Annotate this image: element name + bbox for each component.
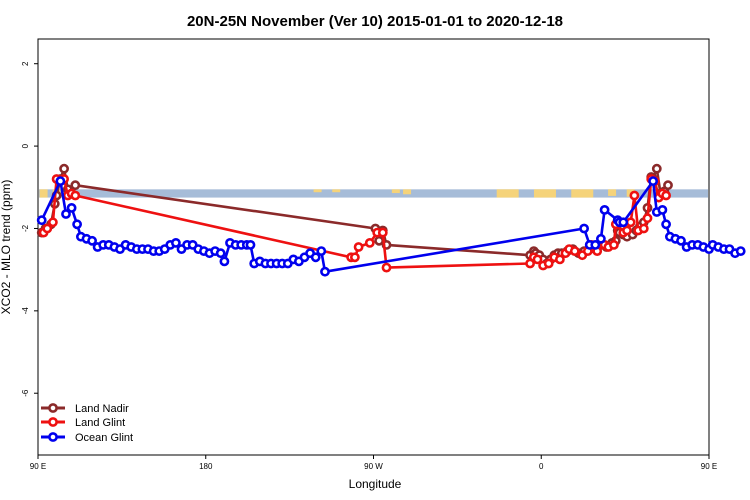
series-layer: [36, 163, 746, 277]
data-point-ocean-glint: [215, 248, 226, 259]
legend-label-ocean-glint: Ocean Glint: [75, 432, 133, 444]
data-point-ocean-glint: [661, 219, 671, 230]
y-tick-label: -2: [21, 224, 30, 232]
data-point-land-glint: [543, 258, 554, 269]
data-point-land-glint: [70, 190, 81, 201]
data-point-land-glint: [622, 225, 632, 236]
data-point-land-glint: [364, 237, 375, 248]
x-tick-label: 0: [539, 462, 544, 471]
data-point-ocean-glint: [245, 239, 256, 250]
legend-item-land-nadir: Land Nadir: [41, 403, 129, 415]
data-point-ocean-glint: [735, 246, 746, 256]
data-point-ocean-glint: [316, 246, 327, 256]
data-point-land-nadir: [663, 180, 673, 191]
y-tick-label: 0: [21, 143, 30, 148]
data-point-ocean-glint: [170, 237, 181, 248]
map-strip-ocean: [39, 189, 708, 198]
data-point-land-glint: [555, 254, 565, 265]
data-point-land-glint: [569, 246, 580, 256]
data-point-land-glint: [349, 252, 360, 263]
data-point-ocean-glint: [36, 215, 47, 226]
data-point-ocean-glint: [310, 252, 321, 263]
data-point-ocean-glint: [320, 266, 330, 277]
data-point-land-glint: [48, 217, 58, 228]
legend: Land Nadir Land Glint Ocean Glint: [41, 403, 133, 444]
data-point-ocean-glint: [618, 217, 629, 228]
data-point-land-glint: [377, 227, 388, 238]
data-point-ocean-glint: [72, 219, 82, 230]
data-point-land-glint: [353, 242, 364, 252]
map-strip-land: [332, 189, 341, 193]
data-point-ocean-glint: [66, 202, 77, 213]
y-tick-label: 2: [21, 61, 30, 66]
data-point-land-nadir: [59, 163, 69, 174]
data-point-ocean-glint: [657, 204, 668, 215]
data-point-ocean-glint: [596, 233, 606, 244]
data-point-land-glint: [661, 190, 671, 201]
map-strip-land: [533, 189, 556, 198]
data-point-ocean-glint: [55, 176, 66, 186]
data-point-ocean-glint: [87, 235, 97, 246]
data-point-land-glint: [642, 213, 653, 224]
map-strip-land: [571, 189, 594, 198]
data-point-land-nadir: [651, 163, 662, 174]
map-strip-land: [403, 189, 412, 195]
data-point-ocean-glint: [599, 204, 610, 215]
data-point-land-nadir: [70, 180, 81, 191]
legend-marker-land-glint: [48, 417, 58, 427]
data-point-land-glint: [532, 254, 543, 265]
data-point-land-nadir: [374, 235, 384, 246]
map-strip-land: [39, 189, 48, 198]
data-point-ocean-glint: [676, 235, 686, 246]
x-tick-label: 90 E: [30, 462, 46, 471]
y-axis: 2 0 -2 -4 -6: [21, 61, 38, 397]
data-point-ocean-glint: [579, 223, 589, 234]
legend-label-land-nadir: Land Nadir: [75, 403, 129, 415]
data-point-ocean-glint: [61, 209, 71, 219]
legend-marker-ocean-glint: [48, 432, 58, 442]
series-ocean-glint: [36, 176, 746, 277]
x-tick-label: 90 W: [364, 462, 383, 471]
x-axis-label: Longitude: [349, 477, 402, 491]
y-tick-label: -4: [21, 307, 30, 315]
y-axis-label: XCO2 - MLO trend (ppm): [0, 180, 13, 315]
legend-item-land-glint: Land Glint: [41, 417, 125, 429]
map-strip-land: [391, 189, 400, 194]
data-point-ocean-glint: [219, 256, 230, 267]
legend-label-land-glint: Land Glint: [75, 417, 125, 429]
y-tick-label: -6: [21, 389, 30, 397]
data-point-ocean-glint: [590, 239, 601, 250]
data-point-land-glint: [381, 262, 392, 273]
data-point-land-glint: [609, 239, 619, 250]
map-strip-land: [313, 189, 322, 193]
chart-title: 20N-25N November (Ver 10) 2015-01-01 to …: [187, 13, 563, 30]
map-strip-land: [496, 189, 519, 198]
legend-marker-land-nadir: [48, 403, 58, 413]
map-strip-land: [608, 189, 617, 196]
data-point-land-glint: [629, 190, 640, 201]
x-tick-label: 180: [199, 462, 213, 471]
x-tick-label: 90 E: [701, 462, 717, 471]
x-axis: 90 E 180 90 W 0 90 E: [30, 455, 717, 471]
data-point-land-glint: [638, 223, 649, 234]
data-point-ocean-glint: [648, 176, 658, 186]
data-point-land-glint: [42, 223, 53, 234]
legend-item-ocean-glint: Ocean Glint: [41, 432, 133, 444]
